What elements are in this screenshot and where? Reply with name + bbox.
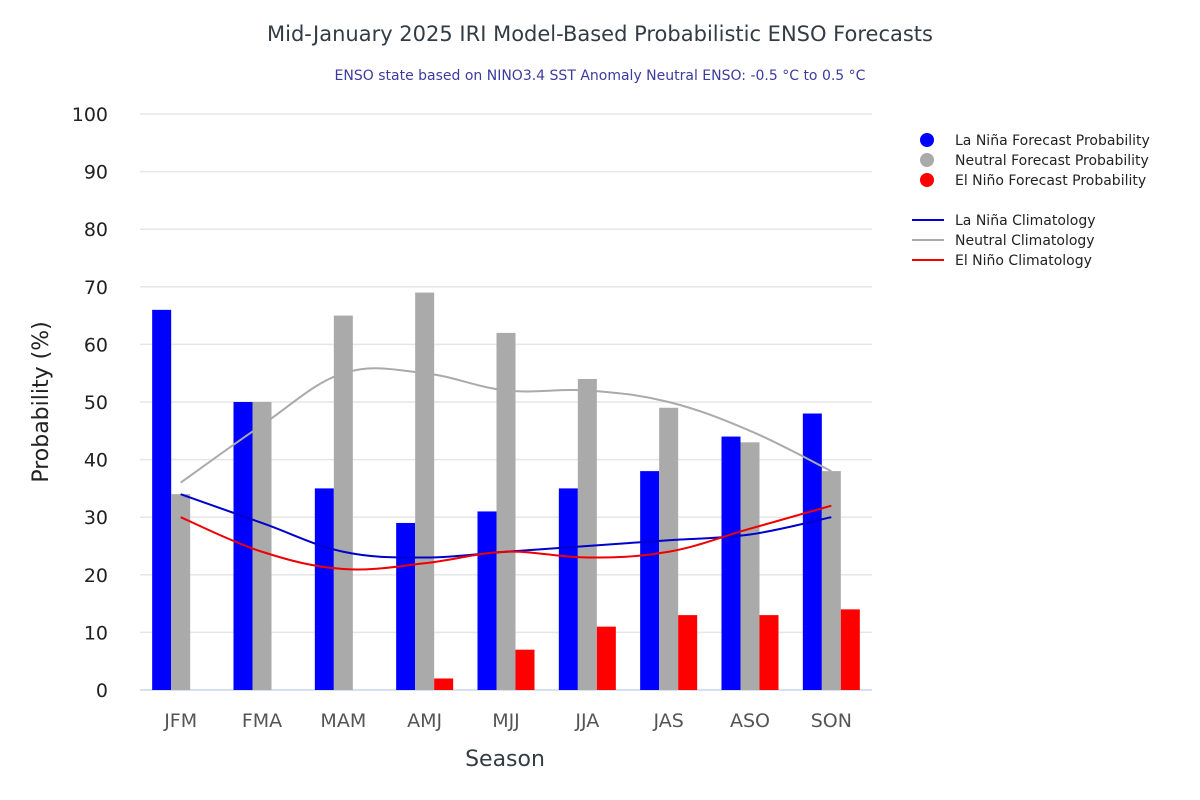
- bar-la-ni-a-forecast-probability-jfm: [152, 309, 172, 690]
- legend-label: El Niño Climatology: [955, 253, 1092, 269]
- line-neutral-climatology: [180, 367, 832, 484]
- legend-label: Neutral Forecast Probability: [955, 153, 1149, 169]
- y-tick-label: 40: [84, 450, 108, 472]
- bar-la-ni-a-forecast-probability-mam: [314, 488, 334, 690]
- legend-label: La Niña Climatology: [955, 213, 1096, 229]
- bar-neutral-forecast-probability-jfm: [171, 494, 191, 690]
- bar-neutral-forecast-probability-amj: [415, 292, 435, 690]
- y-tick-label: 80: [84, 219, 108, 241]
- bar-neutral-forecast-probability-fma: [252, 402, 272, 690]
- chart-title: Mid-January 2025 IRI Model-Based Probabi…: [266, 22, 933, 46]
- legend-marker: [920, 133, 934, 147]
- x-tick-label: AMJ: [407, 710, 442, 732]
- chart-subtitle: ENSO state based on NINO3.4 SST Anomaly …: [334, 68, 866, 84]
- y-tick-label: 90: [84, 162, 108, 184]
- x-tick-label: FMA: [242, 710, 282, 732]
- y-axis-label: Probability (%): [29, 321, 54, 482]
- legend-marker: [920, 153, 934, 167]
- bar-neutral-forecast-probability-aso: [740, 442, 760, 690]
- x-tick-label: JJA: [574, 710, 599, 732]
- x-tick-label: ASO: [730, 710, 770, 732]
- bar-la-ni-a-forecast-probability-aso: [721, 436, 741, 690]
- x-tick-label: MJJ: [492, 710, 520, 732]
- bar-el-ni-o-forecast-probability-son: [840, 609, 860, 690]
- bar-la-ni-a-forecast-probability-amj: [396, 522, 416, 690]
- bar-el-ni-o-forecast-probability-amj: [434, 678, 454, 690]
- bar-el-ni-o-forecast-probability-mjj: [515, 649, 535, 690]
- bar-neutral-forecast-probability-mjj: [496, 332, 516, 690]
- y-tick-label: 100: [72, 104, 108, 126]
- x-tick-label: JAS: [653, 710, 684, 732]
- line-el-ni-o-climatology: [180, 504, 832, 571]
- legend-label: El Niño Forecast Probability: [955, 173, 1146, 189]
- bar-neutral-forecast-probability-jas: [659, 407, 679, 690]
- y-tick-label: 70: [84, 277, 108, 299]
- bar-la-ni-a-forecast-probability-son: [802, 413, 822, 690]
- y-tick-label: 60: [84, 334, 108, 356]
- legend-label: Neutral Climatology: [955, 233, 1095, 249]
- bar-la-ni-a-forecast-probability-mjj: [477, 511, 497, 690]
- bar-neutral-forecast-probability-son: [821, 471, 841, 690]
- bar-neutral-forecast-probability-mam: [333, 315, 353, 690]
- x-tick-label: MAM: [320, 710, 366, 732]
- bar-el-ni-o-forecast-probability-jja: [596, 626, 616, 690]
- x-axis-label: Season: [465, 747, 545, 772]
- y-tick-label: 0: [96, 680, 108, 702]
- x-tick-label: SON: [811, 710, 852, 732]
- y-tick-label: 50: [84, 392, 108, 414]
- y-tick-label: 20: [84, 565, 108, 587]
- legend-marker: [920, 173, 934, 187]
- bar-el-ni-o-forecast-probability-jas: [678, 615, 698, 690]
- bar-el-ni-o-forecast-probability-aso: [759, 615, 779, 690]
- y-tick-label: 10: [84, 622, 108, 644]
- x-tick-label: JFM: [163, 710, 197, 732]
- y-tick-label: 30: [84, 507, 108, 529]
- legend-label: La Niña Forecast Probability: [955, 133, 1150, 149]
- bar-la-ni-a-forecast-probability-jja: [558, 488, 578, 690]
- bar-la-ni-a-forecast-probability-fma: [233, 402, 253, 690]
- bar-la-ni-a-forecast-probability-jas: [640, 471, 660, 690]
- bar-neutral-forecast-probability-jja: [577, 378, 597, 690]
